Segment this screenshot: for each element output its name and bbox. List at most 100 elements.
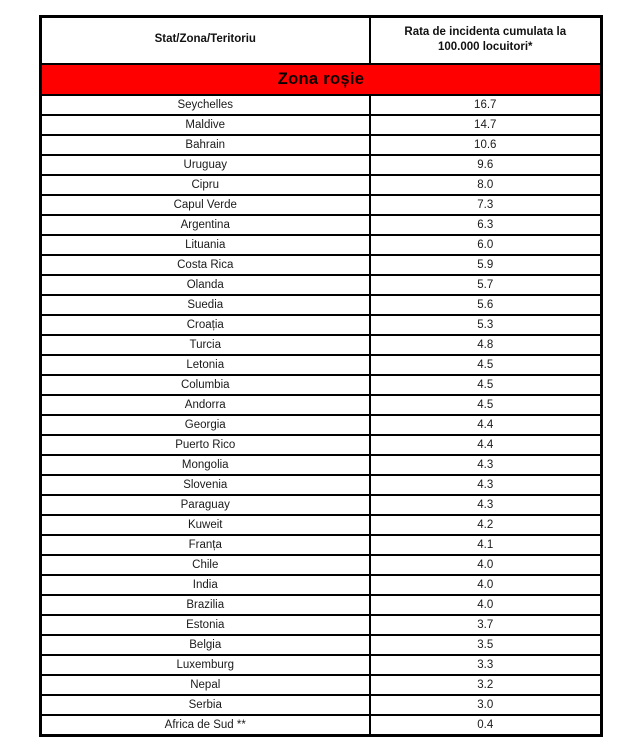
rate-cell: 4.4 [368,433,603,456]
rate-cell: 4.3 [368,453,603,476]
zone-header: Zona roșie [39,62,603,96]
country-cell: Costa Rica [39,253,371,276]
country-cell: Slovenia [39,473,371,496]
rate-cell: 6.0 [368,233,603,256]
table-row: Letonia 4.5 [39,353,603,376]
country-cell: Nepal [39,673,371,696]
table-row: Seychelles 16.7 [39,93,603,116]
country-cell: Suedia [39,293,371,316]
country-cell: Capul Verde [39,193,371,216]
table-row: Slovenia 4.3 [39,473,603,496]
table-row: India 4.0 [39,573,603,596]
table-row: Columbia 4.5 [39,373,603,396]
rate-cell: 3.3 [368,653,603,676]
table-row: Chile 4.0 [39,553,603,576]
table-row: Andorra 4.5 [39,393,603,416]
country-cell: Africa de Sud ** [39,713,371,736]
rate-cell: 4.5 [368,353,603,376]
incidence-table: Stat/Zona/Teritoriu Rata de incidenta cu… [39,15,603,737]
rate-cell: 4.8 [368,333,603,356]
country-cell: Puerto Rico [39,433,371,456]
table-row: Argentina 6.3 [39,213,603,236]
rate-cell: 5.9 [368,253,603,276]
table-row: Suedia 5.6 [39,293,603,316]
rate-cell: 6.3 [368,213,603,236]
column-header-row: Stat/Zona/Teritoriu Rata de incidenta cu… [39,15,603,65]
rate-cell: 4.2 [368,513,603,536]
country-cell: Croația [39,313,371,336]
table-row: Franța 4.1 [39,533,603,556]
rate-cell: 14.7 [368,113,603,136]
rate-cell: 4.1 [368,533,603,556]
country-cell: Kuweit [39,513,371,536]
table-row: Estonia 3.7 [39,613,603,636]
rate-cell: 4.0 [368,573,603,596]
country-cell: Turcia [39,333,371,356]
column-header-state: Stat/Zona/Teritoriu [39,15,371,65]
rate-cell: 7.3 [368,193,603,216]
country-cell: Georgia [39,413,371,436]
rate-cell: 4.3 [368,473,603,496]
rate-cell: 10.6 [368,133,603,156]
table-row: Georgia 4.4 [39,413,603,436]
rate-cell: 4.0 [368,553,603,576]
table-row: Cipru 8.0 [39,173,603,196]
country-cell: Mongolia [39,453,371,476]
table-row: Costa Rica 5.9 [39,253,603,276]
table-row: Mongolia 4.3 [39,453,603,476]
rate-cell: 16.7 [368,93,603,116]
rate-cell: 4.5 [368,373,603,396]
rate-cell: 3.7 [368,613,603,636]
table-row: Olanda 5.7 [39,273,603,296]
rate-cell: 4.3 [368,493,603,516]
table-row: Belgia 3.5 [39,633,603,656]
country-cell: Andorra [39,393,371,416]
country-cell: Serbia [39,693,371,716]
table-row: Puerto Rico 4.4 [39,433,603,456]
country-cell: Uruguay [39,153,371,176]
country-cell: Brazilia [39,593,371,616]
table-row: Lituania 6.0 [39,233,603,256]
rate-cell: 0.4 [368,713,603,736]
rate-cell: 5.7 [368,273,603,296]
table-row: Nepal 3.2 [39,673,603,696]
country-cell: Belgia [39,633,371,656]
table-row: Kuweit 4.2 [39,513,603,536]
rate-cell: 3.0 [368,693,603,716]
table-row: Uruguay 9.6 [39,153,603,176]
table-row: Brazilia 4.0 [39,593,603,616]
table-row: Africa de Sud ** 0.4 [39,713,603,736]
country-cell: India [39,573,371,596]
table-body: Seychelles 16.7 Maldive 14.7 Bahrain 10.6 Urug… [39,93,603,736]
table-row: Bahrain 10.6 [39,133,603,156]
country-cell: Bahrain [39,133,371,156]
rate-cell: 3.5 [368,633,603,656]
country-cell: Franța [39,533,371,556]
rate-cell: 4.5 [368,393,603,416]
rate-cell: 5.3 [368,313,603,336]
table-row: Croația 5.3 [39,313,603,336]
rate-cell: 9.6 [368,153,603,176]
rate-cell: 5.6 [368,293,603,316]
country-cell: Olanda [39,273,371,296]
rate-cell: 4.0 [368,593,603,616]
column-header-rate: Rata de incidenta cumulata la 100.000 lo… [368,15,603,65]
country-cell: Argentina [39,213,371,236]
country-cell: Cipru [39,173,371,196]
country-cell: Columbia [39,373,371,396]
table-row: Maldive 14.7 [39,113,603,136]
country-cell: Luxemburg [39,653,371,676]
country-cell: Paraguay [39,493,371,516]
country-cell: Lituania [39,233,371,256]
zone-header-row: Zona roșie [39,62,603,96]
table-row: Serbia 3.0 [39,693,603,716]
country-cell: Seychelles [39,93,371,116]
country-cell: Letonia [39,353,371,376]
table-row: Turcia 4.8 [39,333,603,356]
table-row: Luxemburg 3.3 [39,653,603,676]
rate-cell: 3.2 [368,673,603,696]
country-cell: Maldive [39,113,371,136]
country-cell: Chile [39,553,371,576]
rate-cell: 8.0 [368,173,603,196]
